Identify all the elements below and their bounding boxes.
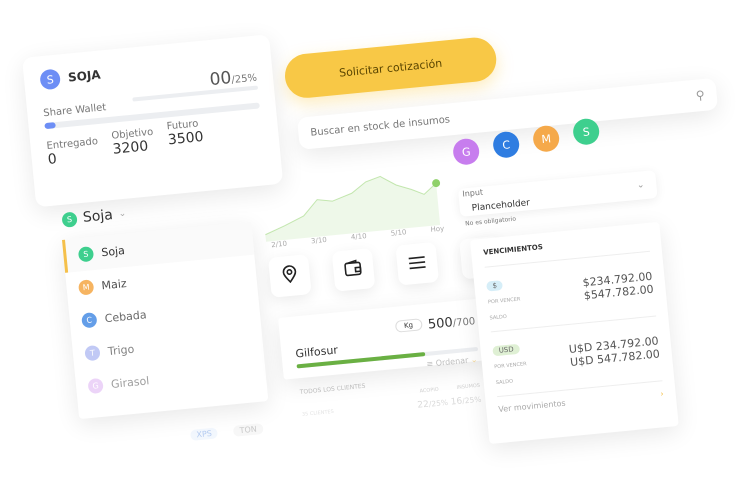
stat-objetivo: Objetivo 3200 <box>111 127 156 162</box>
location-icon <box>281 264 299 287</box>
col-insumos: INSUMOS <box>456 382 481 391</box>
tick-label: 2/10 <box>271 240 287 249</box>
chevron-down-icon: ⌄ <box>118 208 127 220</box>
chevron-down-icon: ⌄ <box>470 354 478 365</box>
col-acopio: ACOPIO <box>419 386 440 395</box>
chart-area <box>265 176 441 242</box>
due-label: POR VENCER <box>494 361 527 371</box>
tick-label: 4/10 <box>351 232 367 241</box>
wallet-percent: /25% <box>230 72 258 86</box>
acopio-pct: /25% <box>428 397 449 409</box>
tick-label: Hoy <box>430 225 444 234</box>
stat-value: 0 <box>47 151 58 168</box>
avatar-s[interactable]: S <box>572 117 601 146</box>
stat-value: 3200 <box>112 138 150 158</box>
avatar: C <box>81 312 98 329</box>
crop-selected: Soja <box>82 207 114 226</box>
menu-icon <box>407 253 427 274</box>
stat-futuro: Futuro 3500 <box>166 118 205 156</box>
search-placeholder: Buscar en stock de insumos <box>309 113 451 139</box>
trend-chart: 2/10 3/10 4/10 5/10 Hoy <box>265 175 445 249</box>
stat-value: 3500 <box>167 129 205 149</box>
wallet-button[interactable] <box>331 248 376 292</box>
chip-xps[interactable]: XPS <box>190 427 219 441</box>
tick-label: 5/10 <box>390 228 406 237</box>
due-panel: VENCIMIENTOS $ POR VENCER SALDO $234.792.00… <box>470 221 679 445</box>
cta-label: Solicitar cotización <box>338 56 443 80</box>
crop-label: Maiz <box>100 277 128 293</box>
wallet-value: 00 <box>208 68 233 91</box>
crop-dropdown[interactable]: S Soja ⌄ <box>61 206 127 228</box>
avatar: S <box>61 210 78 228</box>
product-value: 500 <box>427 315 454 333</box>
sort-label: Ordenar <box>435 355 469 368</box>
crop-label: Trigo <box>107 342 135 359</box>
product-total: /700 <box>452 316 476 330</box>
avatar: G <box>87 377 104 395</box>
tick-label: 3/10 <box>311 236 327 245</box>
balance-label: SALDO <box>495 378 514 387</box>
crop-label: Cebada <box>104 308 148 326</box>
crop-selector-panel: S Soja ⌄ S Soja M Maiz C Cebada T Trigo G Girasol <box>61 207 269 420</box>
insumos-value: 16 <box>450 396 463 408</box>
unit-chips: XPS TON <box>190 423 264 441</box>
chevron-down-icon: ⌄ <box>636 180 645 191</box>
insumos-pct: /25% <box>461 394 482 406</box>
due-label: POR VENCER <box>487 296 521 306</box>
location-button[interactable] <box>268 254 312 298</box>
chevron-right-icon: › <box>659 389 665 399</box>
chart-point <box>432 179 441 188</box>
solicitar-cotizacion-button[interactable]: Solicitar cotización <box>283 35 499 100</box>
crop-label: Girasol <box>110 374 150 391</box>
currency-badge: $ <box>486 280 504 292</box>
crop-label: Soja <box>100 244 126 260</box>
avatar-c[interactable]: C <box>492 130 521 159</box>
avatar-m[interactable]: M <box>532 124 561 153</box>
input-placeholder: Planceholder <box>471 198 531 214</box>
chart-line <box>265 175 437 236</box>
avatar-g[interactable]: G <box>452 137 481 166</box>
stat-entregado: Entregado 0 <box>46 136 100 168</box>
balance-label: SALDO <box>489 313 508 322</box>
wallet-icon <box>344 259 364 281</box>
unit-badge: Kg <box>394 317 423 333</box>
clients-count: 35 CLIENTES <box>301 408 335 418</box>
link-label: Ver movimientos <box>497 398 566 415</box>
wallet-card: S SOJA 00/25% Share Wallet Entregado 0 Obj… <box>22 34 284 208</box>
avatar: M <box>77 279 95 296</box>
avatar: S <box>77 246 95 263</box>
clients-panel: ≡ Ordenar ⌄ TODOS LOS CLIENTES ACOPIO INS… <box>300 355 482 422</box>
input-field: Input Planceholder ⌄ No es obligatorio <box>457 170 659 228</box>
search-icon: ⚲ <box>695 87 706 103</box>
avatar: T <box>84 344 101 362</box>
menu-button[interactable] <box>395 241 440 286</box>
currency-badge: USD <box>492 343 521 357</box>
chip-ton[interactable]: TON <box>233 423 264 437</box>
